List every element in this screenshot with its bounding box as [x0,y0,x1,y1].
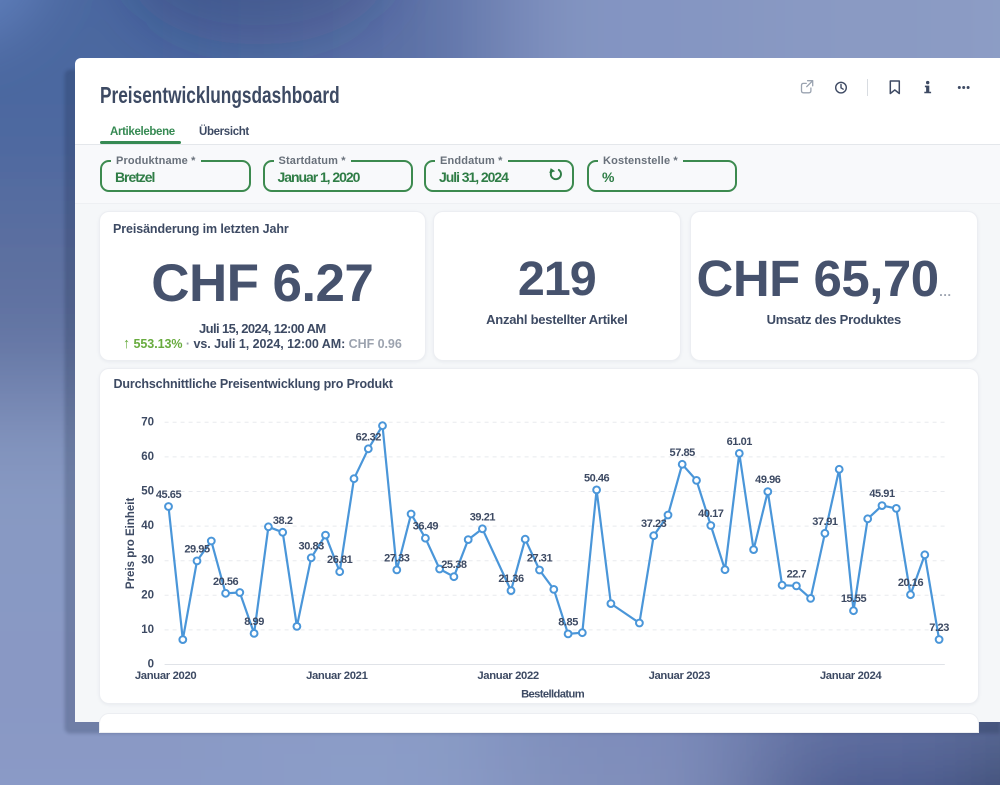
svg-text:20: 20 [141,589,154,601]
svg-text:7.23: 7.23 [929,622,949,634]
svg-text:Januar 2023: Januar 2023 [649,670,711,682]
svg-text:29.95: 29.95 [184,543,210,555]
svg-text:30.83: 30.83 [299,540,325,552]
svg-text:70: 70 [141,416,154,428]
svg-text:37.23: 37.23 [641,518,667,530]
svg-text:38.2: 38.2 [273,514,293,526]
svg-text:50.46: 50.46 [584,472,610,484]
svg-text:60: 60 [141,450,154,462]
svg-text:Preis pro Einheit: Preis pro Einheit [125,497,137,589]
svg-text:45.91: 45.91 [869,488,895,500]
svg-text:20.16: 20.16 [898,577,924,589]
svg-text:39.21: 39.21 [470,511,496,523]
svg-text:40.17: 40.17 [698,508,724,520]
svg-text:26.81: 26.81 [327,554,353,566]
svg-text:10: 10 [141,623,154,635]
svg-text:50: 50 [141,485,154,497]
svg-text:0: 0 [148,658,154,670]
svg-text:22.7: 22.7 [787,568,807,580]
svg-text:37.91: 37.91 [812,515,838,527]
svg-text:49.96: 49.96 [755,474,781,486]
svg-text:8.99: 8.99 [244,615,264,627]
svg-text:62.32: 62.32 [356,431,382,443]
svg-text:30: 30 [141,554,154,566]
svg-text:61.01: 61.01 [727,435,753,447]
svg-text:Januar 2021: Januar 2021 [306,670,368,682]
svg-text:40: 40 [141,520,154,532]
svg-text:8.85: 8.85 [558,616,578,628]
svg-text:36.49: 36.49 [413,520,439,532]
svg-text:Januar 2022: Januar 2022 [477,670,539,682]
svg-text:Bestelldatum: Bestelldatum [521,688,585,700]
svg-text:45.65: 45.65 [156,489,182,501]
svg-text:Januar 2020: Januar 2020 [135,670,197,682]
svg-text:21.36: 21.36 [498,573,524,585]
svg-text:Januar 2024: Januar 2024 [820,670,883,682]
svg-text:20.56: 20.56 [213,575,239,587]
svg-text:27.33: 27.33 [384,552,410,564]
svg-text:15.55: 15.55 [841,593,867,605]
svg-text:27.31: 27.31 [527,552,553,564]
svg-text:57.85: 57.85 [670,446,696,458]
svg-text:25.38: 25.38 [441,559,467,571]
